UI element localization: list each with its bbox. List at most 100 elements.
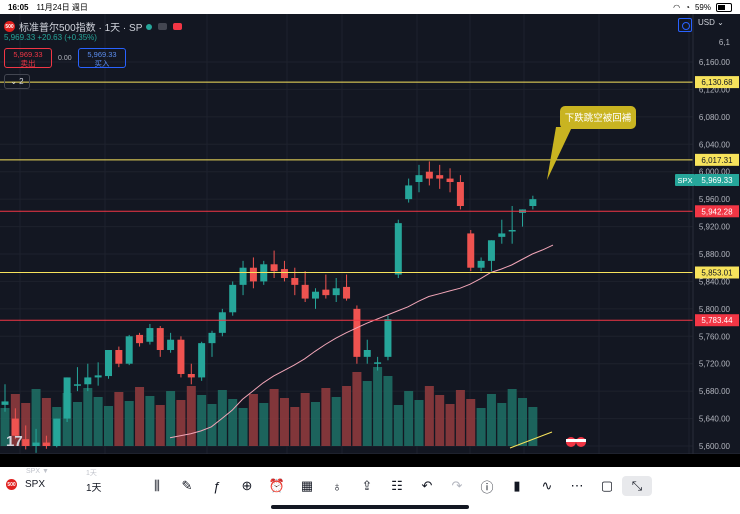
symbol-name: SPX — [25, 479, 46, 490]
price-chart[interactable]: 6,160.006,120.006,080.006,040.006,000.00… — [0, 14, 740, 454]
candle-body — [11, 418, 19, 436]
candle-body — [343, 286, 351, 299]
currency-selector[interactable]: USD ⌄ — [698, 18, 724, 27]
axis-settings-icon[interactable] — [678, 18, 692, 32]
sp500-logo: 500 — [4, 21, 15, 32]
volume-bar — [135, 387, 145, 446]
candle-body — [394, 223, 402, 275]
price-tick: 5,720.00 — [699, 360, 731, 369]
legend-toggle[interactable] — [158, 23, 168, 30]
timeframe-selector[interactable]: 1天 — [86, 483, 102, 494]
volume-bar — [466, 399, 476, 446]
volume-bar — [197, 395, 207, 446]
candle-body — [84, 377, 92, 385]
candle-body — [22, 439, 30, 446]
volume-bar — [424, 386, 434, 446]
system-status-bar: 16:05 11月24日 週日 ◠ ◔ 59% — [0, 0, 740, 14]
volume-bar — [248, 394, 258, 446]
volume-bars — [0, 367, 538, 446]
price-change: 5,969.33 +20.63 (+0.35%) — [4, 33, 97, 42]
candle-body — [353, 308, 361, 357]
volume-bar — [145, 396, 155, 446]
volume-bar — [321, 388, 331, 446]
indicator-count: 2 — [19, 77, 24, 86]
price-tick: 6,160.00 — [699, 58, 731, 67]
wave-icon[interactable]: ∿ — [541, 478, 553, 493]
bulb-icon[interactable]: ♁ — [332, 478, 342, 494]
volume-bar — [21, 403, 31, 446]
info-icon[interactable]: ⓘ — [480, 479, 494, 495]
price-tick: 6,040.00 — [699, 140, 731, 149]
volume-bar — [166, 391, 176, 446]
volume-bar — [124, 401, 134, 446]
price-tick: 5,880.00 — [699, 250, 731, 259]
line-price-badge — [695, 153, 739, 166]
grid-icon[interactable]: ▦ — [300, 478, 314, 493]
volume-bar — [228, 399, 238, 446]
candle-body — [467, 233, 475, 268]
chart-area[interactable]: 6,160.00 6,120.00 6,080.00 6,040.00 6,000.00… — [0, 14, 740, 454]
indicators-toggle[interactable]: ⌄ 2 — [4, 74, 30, 89]
volume-bar — [455, 390, 465, 446]
volume-bar — [93, 397, 103, 446]
alarm-status-icon: ◔ — [685, 2, 690, 12]
candle-body — [42, 442, 50, 446]
candle-body — [384, 319, 392, 357]
volume-bar — [476, 408, 486, 446]
candle-body — [105, 350, 112, 377]
sp500-logo-small: 500 — [6, 479, 17, 490]
volume-bar — [404, 391, 414, 446]
square-icon[interactable]: ▢ — [600, 478, 614, 493]
volume-bar — [114, 392, 124, 446]
pen-icon[interactable]: ✎ — [181, 478, 193, 493]
candle-body — [239, 267, 247, 285]
volume-bar — [207, 404, 217, 446]
symbol-selector[interactable]: 500 SPX — [6, 479, 45, 490]
candle-body — [53, 418, 61, 446]
sell-label: 卖出 — [20, 59, 36, 68]
battery-icon — [716, 2, 732, 12]
symbol-title[interactable]: 标准普尔500指数 · 1天 · SP — [19, 23, 143, 34]
notes-icon[interactable]: ☷ — [391, 478, 403, 493]
annotation-callout[interactable]: 下跌跳空被回補 — [547, 106, 636, 180]
buy-button[interactable]: 5,969.33 买入 — [78, 48, 126, 68]
volume-bar — [486, 394, 496, 446]
candle-body — [415, 175, 423, 182]
volume-bar — [31, 389, 41, 446]
status-right: ◠ ◔ 59% — [673, 2, 732, 12]
alarm-icon[interactable]: ⏰ — [268, 478, 286, 493]
currency-label: USD — [698, 18, 715, 27]
plus-icon[interactable]: ⊕ — [241, 478, 253, 493]
share-icon[interactable]: ⇪ — [361, 478, 373, 493]
candle-body — [208, 332, 216, 344]
volume-bar — [259, 403, 269, 446]
collapse-icon[interactable]: ⤡ — [622, 476, 652, 496]
tv-watermark: 17 — [6, 433, 23, 450]
symbol-legend[interactable]: 500 标准普尔500指数 · 1天 · SP — [4, 19, 183, 34]
formula-icon[interactable]: ƒ — [213, 478, 221, 494]
horizontal-lines — [0, 81, 693, 321]
candle-body — [229, 284, 237, 313]
candle-body — [280, 269, 288, 278]
moving-average-line — [169, 244, 554, 439]
bars-icon[interactable]: ▮ — [513, 478, 521, 493]
candle-body — [477, 260, 485, 268]
volume-bar — [518, 398, 527, 446]
sell-button[interactable]: 5,969.33 卖出 — [4, 48, 52, 68]
tool-row: ⫼ ✎ ƒ ⊕ ⏰ ▦ ♁ ⇪ ☷ ↶ ↷ ⓘ ▮ ∿ ⋯ ▢ ⤡ — [142, 476, 652, 496]
candles-icon[interactable]: ⫼ — [154, 478, 160, 493]
undo-icon[interactable]: ↶ — [421, 478, 433, 493]
more-icon[interactable]: ⋯ — [570, 478, 584, 493]
redo-icon[interactable]: ↷ — [451, 478, 463, 493]
legend-flag[interactable] — [173, 23, 183, 30]
price-tick: 6,080.00 — [699, 113, 731, 122]
candle-body — [405, 185, 413, 200]
candle-body — [1, 401, 9, 405]
svg-text:下跌跳空被回補: 下跌跳空被回補 — [565, 112, 632, 124]
volume-bar — [300, 393, 310, 446]
flag-icons[interactable] — [566, 437, 586, 447]
volume-bar — [104, 406, 113, 446]
candle-body — [436, 175, 444, 179]
sell-price: 5,969.33 — [13, 50, 43, 59]
candle-body — [322, 289, 330, 296]
